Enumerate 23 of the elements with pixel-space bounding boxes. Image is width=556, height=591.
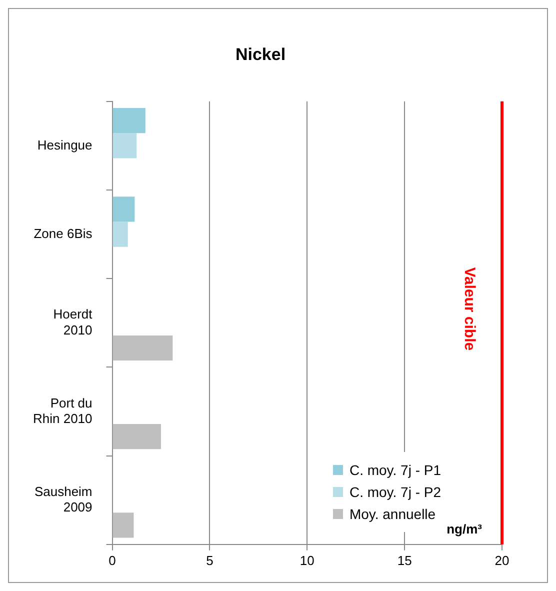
x-axis-title: ng/m³	[446, 521, 483, 536]
bar	[112, 133, 137, 158]
x-tick-label: 0	[108, 552, 116, 568]
ref-line-label: Valeur cible	[460, 267, 478, 351]
legend-label: Moy. annuelle	[349, 506, 436, 522]
y-tick-label: Port du Rhin 2010	[32, 395, 92, 426]
y-tick-label: Hoerdt 2010	[53, 306, 93, 338]
chart-title: Nickel	[235, 44, 286, 64]
legend-label: C. moy. 7j - P1	[349, 462, 441, 478]
y-tick-label: Hesingue	[37, 137, 92, 152]
bar	[112, 335, 173, 361]
bar	[112, 108, 146, 134]
bar	[112, 196, 135, 222]
x-tick-label: 20	[494, 552, 510, 568]
bar	[112, 424, 161, 450]
x-tick-label: 10	[300, 552, 314, 568]
y-tick-label: Zone 6Bis	[34, 226, 93, 241]
x-tick-label: 5	[206, 552, 214, 568]
y-tick-label: Sausheim 2009	[34, 484, 92, 514]
bar	[112, 512, 134, 538]
legend-label: C. moy. 7j - P2	[349, 484, 441, 500]
x-tick-label: 15	[397, 552, 412, 568]
bar	[112, 222, 128, 247]
